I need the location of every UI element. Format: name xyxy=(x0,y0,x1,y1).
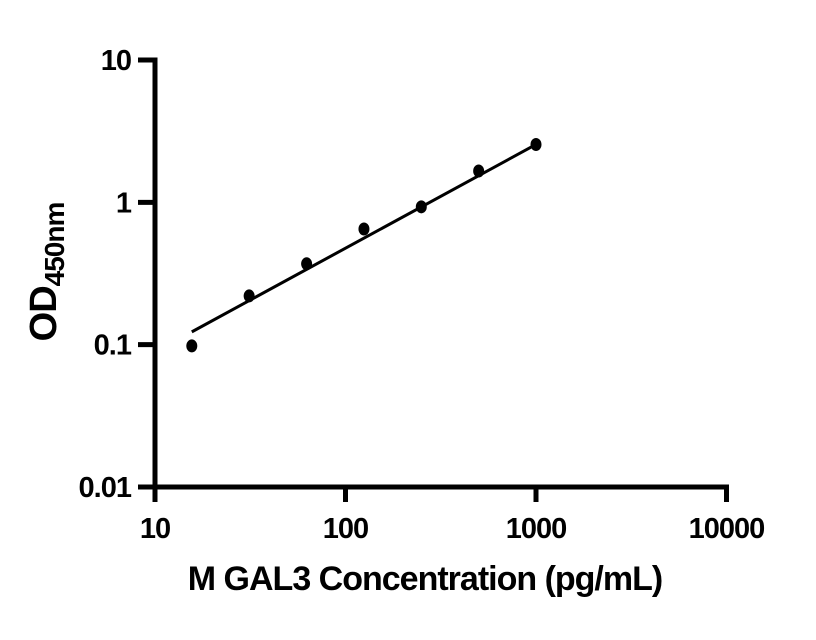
data-point xyxy=(243,289,255,303)
y-tick-label: 1 xyxy=(116,187,132,219)
data-point xyxy=(530,137,542,151)
y-axis-title-subscript: 450nm xyxy=(39,202,70,287)
data-point xyxy=(358,222,370,236)
y-tick-label: 10 xyxy=(101,45,131,77)
data-point xyxy=(186,339,198,353)
y-tick-label: 0.1 xyxy=(94,330,132,362)
x-tick-label: 10 xyxy=(140,513,170,545)
x-tick-label: 1000 xyxy=(506,513,567,545)
data-point xyxy=(301,257,313,271)
fit-line xyxy=(191,143,537,334)
x-axis-title: M GAL3 Concentration (pg/mL) xyxy=(187,560,663,598)
x-tick-label: 100 xyxy=(323,513,368,545)
data-point xyxy=(415,200,427,214)
x-tick-label: 10000 xyxy=(689,513,765,545)
data-point xyxy=(473,164,485,178)
y-axis-title: OD450nm xyxy=(23,203,71,342)
y-axis-title-main: OD xyxy=(23,286,65,342)
y-tick-label: 0.01 xyxy=(79,472,132,504)
